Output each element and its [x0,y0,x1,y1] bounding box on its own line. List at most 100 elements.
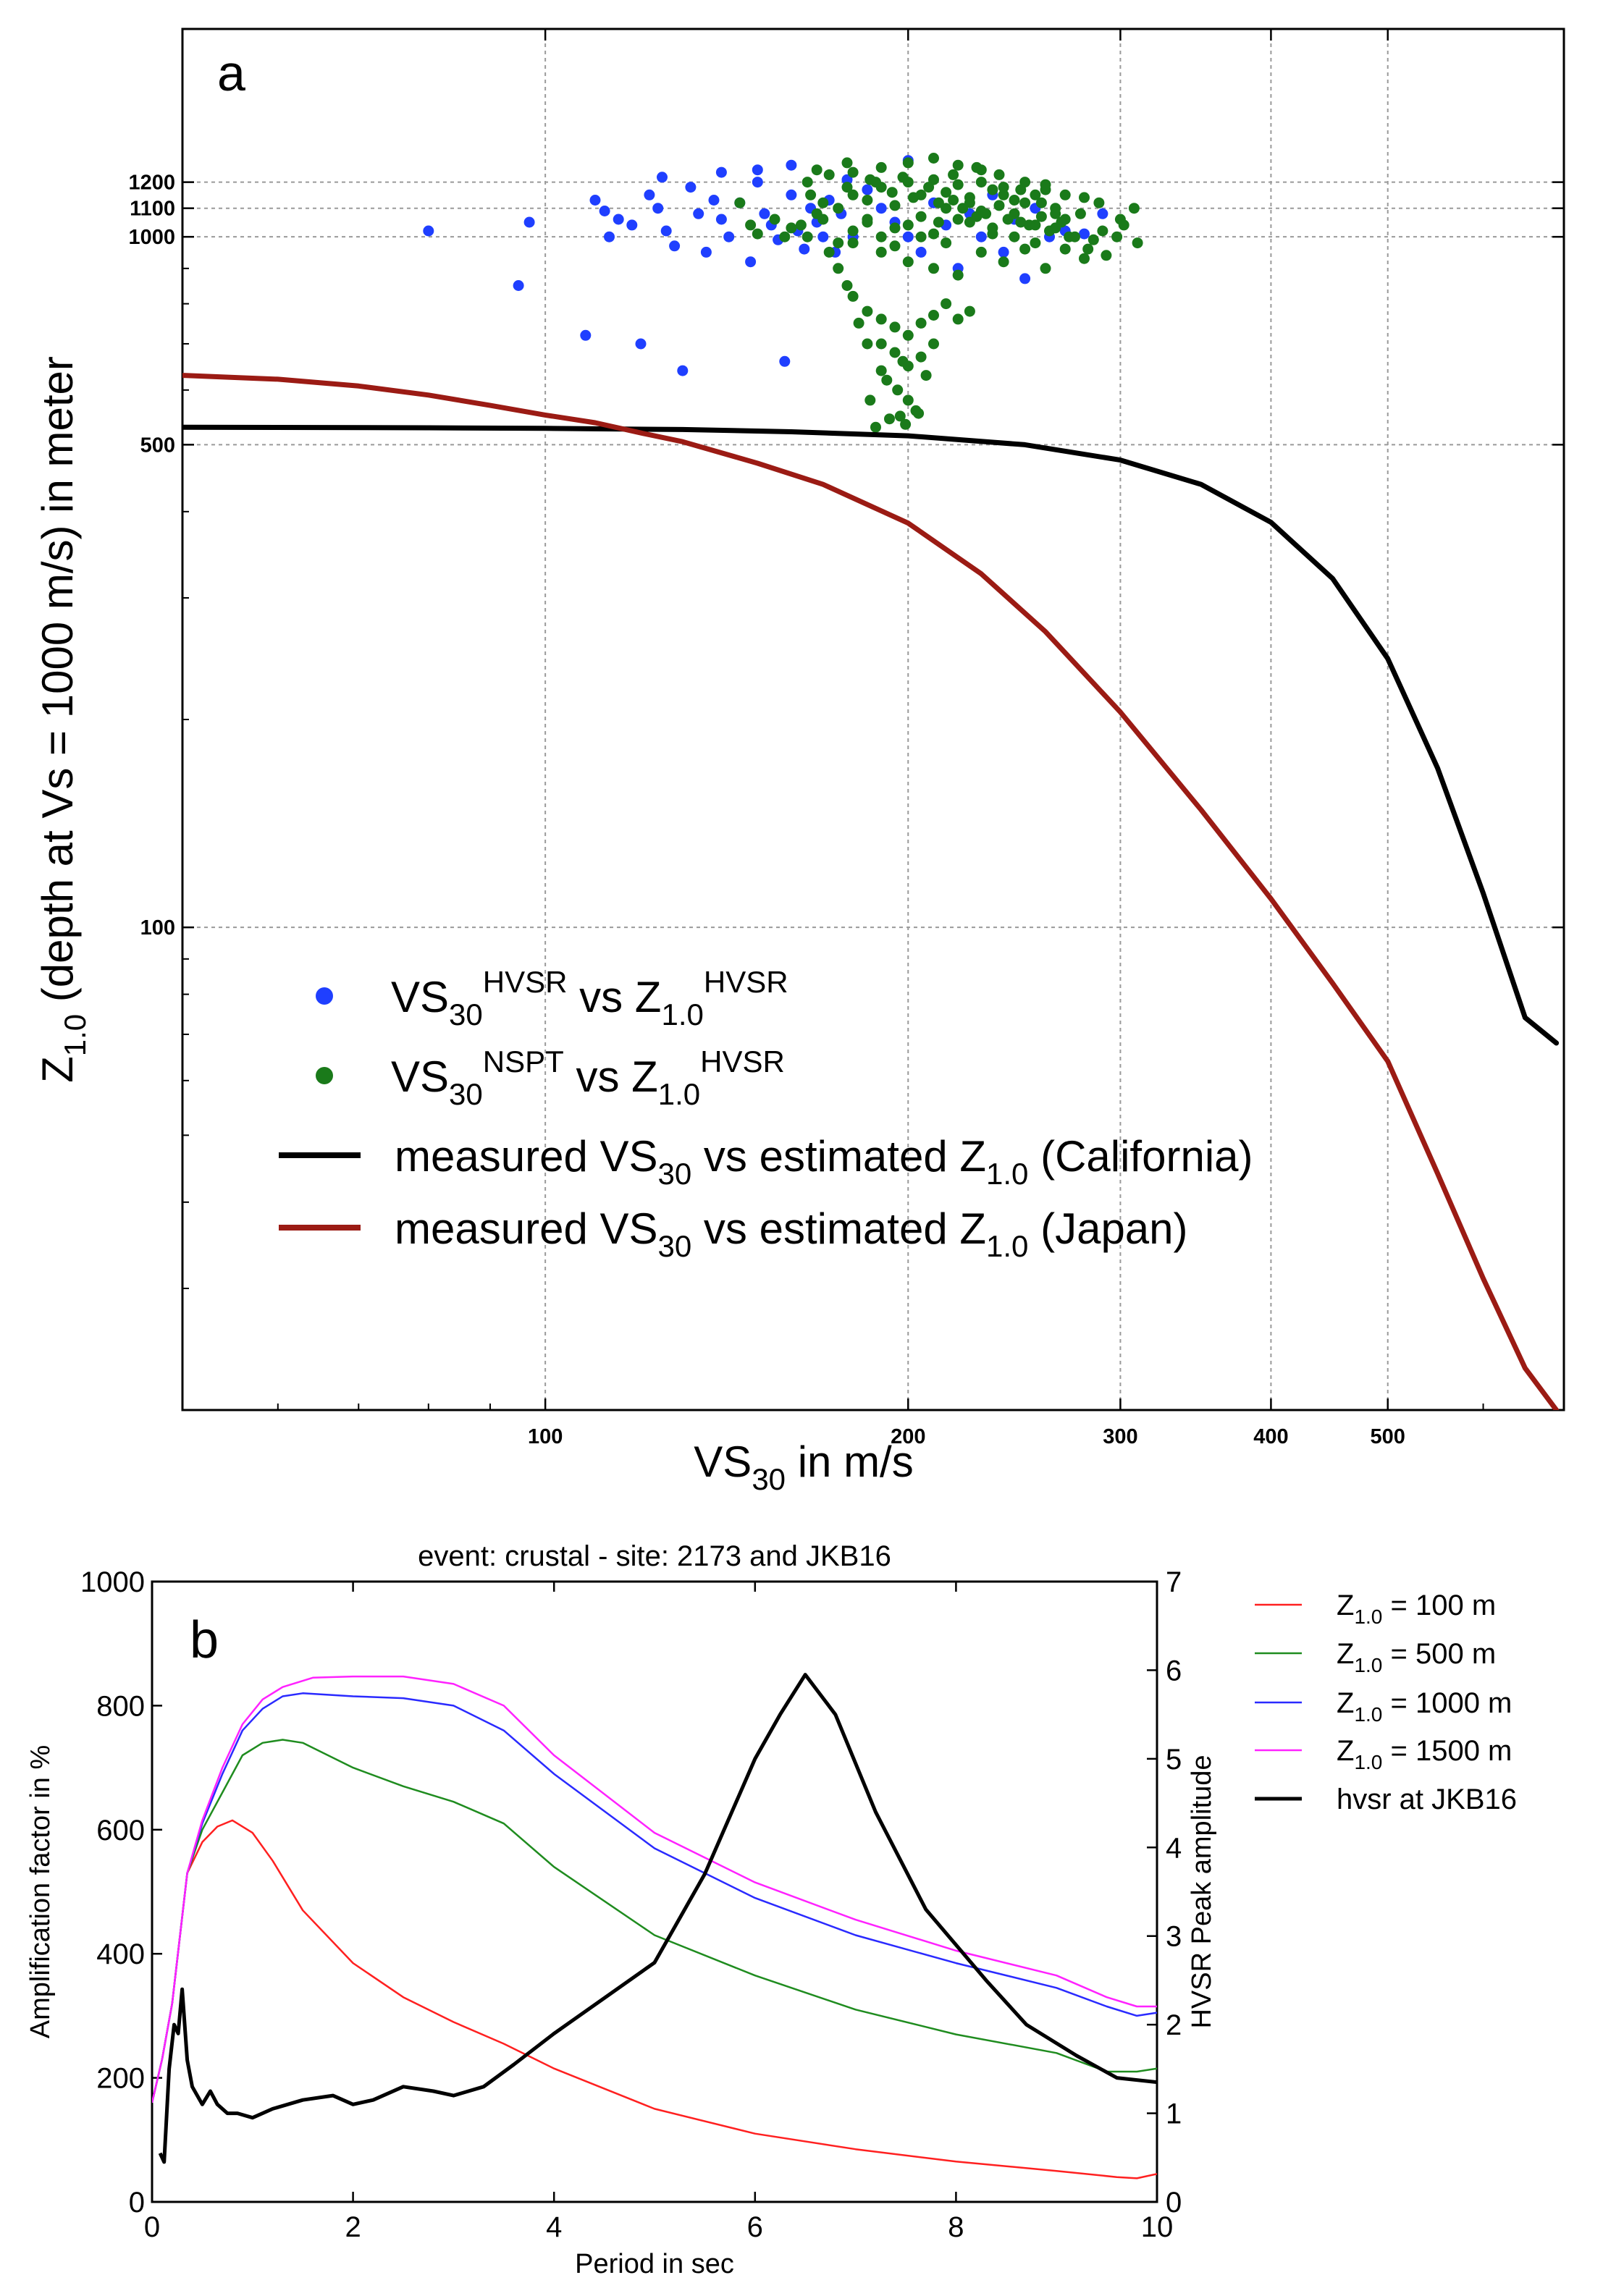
scatter-point [841,174,853,185]
scatter-point [886,187,898,198]
scatter-point [952,214,964,225]
y2-tick-label-b: 7 [1166,1566,1182,1598]
scatter-point [853,317,864,329]
scatter-point [952,269,964,281]
scatter-point [759,208,770,219]
scatter-point [948,169,959,180]
scatter-point [998,182,1009,193]
x-tick-label: 500 [1371,1425,1405,1448]
scatter-point [644,189,655,201]
scatter-point [993,169,1005,180]
scatter-point [1056,216,1067,228]
legend-entry-a: VS30NSPT vs Z1.0HVSR [391,1044,785,1111]
y-tick-label-b: 400 [96,1938,145,1970]
scatter-point [752,228,763,240]
scatter-point [811,208,822,219]
scatter-point [769,214,781,225]
legend-entry-a: measured VS30 vs estimated Z1.0 (Califor… [395,1132,1253,1191]
scatter-point [998,246,1009,258]
scatter-point [941,237,952,249]
scatter-point [1040,263,1051,274]
scatter-point [1101,250,1112,261]
scatter-point [660,225,672,237]
scatter-point [635,338,647,350]
scatter-point [881,374,893,386]
scatter-point [862,305,873,317]
scatter-point [823,246,835,258]
y-axis-label-b: Amplification factor in % [25,1745,56,2039]
scatter-point [1087,234,1099,245]
scatter-point [779,355,791,367]
scatter-point [786,222,797,234]
scatter-point [604,231,615,242]
scatter-point [870,177,881,188]
scatter-point [715,214,727,225]
scatter-point [897,355,909,367]
scatter-point [971,211,983,222]
scatter-point [1050,208,1061,219]
scatter-point [862,214,873,225]
x-tick-label-b: 4 [546,2211,562,2243]
scatter-point [894,410,906,422]
scatter-point [685,182,697,193]
scatter-point [1059,189,1071,201]
scatter-point [902,329,914,341]
x-tick-label-b: 8 [948,2211,964,2243]
scatter-point [626,219,638,231]
scatter-point [1023,219,1035,231]
scatter-point [1019,197,1031,208]
legend-marker [316,987,333,1005]
scatter-point [941,298,952,310]
scatter-point [1079,253,1090,264]
scatter-point [669,240,681,252]
scatter-point [1015,216,1027,228]
scatter-point [862,338,873,350]
scatter-point [1040,179,1051,190]
scatter-point [870,421,881,433]
panel-label-a: a [217,45,245,101]
legend-entry-b: Z1.0 = 1500 m [1337,1735,1512,1773]
scatter-point [928,310,939,321]
scatter-point [523,216,535,228]
scatter-point [908,192,919,203]
y2-tick-label-b: 6 [1166,1655,1182,1687]
x-axis-label-b: Period in sec [575,2249,734,2279]
plot-area-frame-b [151,1580,1158,2203]
y2-tick-label-b: 0 [1166,2187,1182,2219]
scatter-point [708,195,720,206]
scatter-point [915,211,927,222]
scatter-point [875,161,887,173]
scatter-point [875,246,887,258]
x-tick-label-b: 10 [1141,2211,1174,2243]
series-line-b-1 [152,1739,1157,2103]
scatter-point [841,157,853,169]
y-tick-label: 100 [140,916,175,940]
scatter-point [987,184,998,195]
scatter-point [599,206,610,216]
scatter-point [902,394,914,406]
scatter-point [847,225,859,237]
scatter-point [862,184,873,195]
scatter-point [952,179,964,190]
scatter-point [1015,184,1027,195]
scatter-point [975,231,987,242]
scatter-point [875,338,887,350]
scatter-point [902,157,914,169]
scatter-point [1035,197,1047,208]
scatter-point [841,182,853,193]
scatter-point [941,187,952,198]
y2-tick-label-b: 4 [1166,1832,1182,1864]
scatter-point [1093,197,1105,208]
legend-entry-b: hvsr at JKB16 [1337,1784,1517,1815]
scatter-point [875,365,887,376]
scatter-point [1030,237,1041,249]
x-tick-label: 100 [528,1425,563,1448]
scatter-point [734,197,746,208]
y-tick-label-b: 0 [129,2187,145,2219]
scatter-point [817,197,829,208]
scatter-point [847,237,859,249]
scatter-point [1097,208,1108,219]
series-line-b-3 [152,1675,1157,2103]
